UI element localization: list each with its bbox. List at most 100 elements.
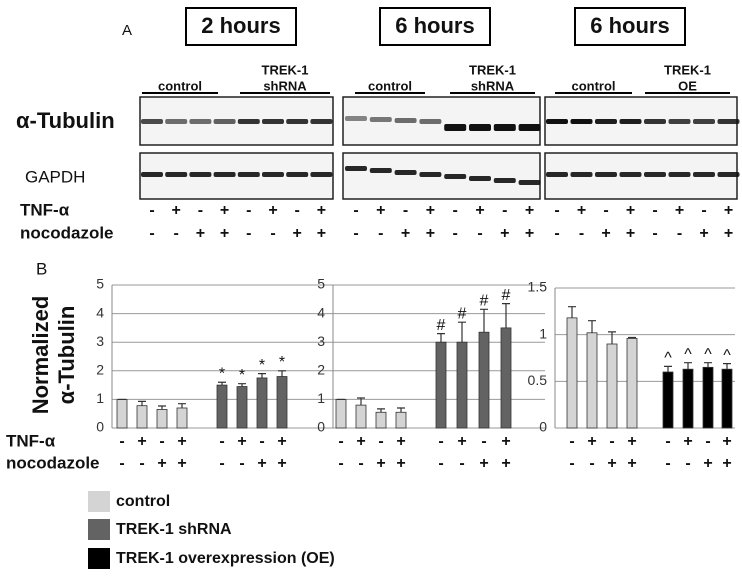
error-bar [397, 407, 405, 413]
band [469, 176, 491, 181]
band [345, 166, 367, 171]
band [189, 172, 212, 177]
treatment-sign: + [177, 433, 186, 450]
error-bar [608, 331, 616, 344]
group-label: TREK-1 [664, 62, 711, 77]
y-tick-label: 2 [317, 362, 325, 378]
bar [395, 411, 407, 429]
treatment-sign: - [554, 225, 559, 242]
series: control [566, 306, 638, 429]
treatment-sign: - [338, 455, 343, 472]
treatment-sign: - [198, 202, 203, 219]
band [595, 119, 617, 124]
treatment-sign: - [705, 433, 710, 450]
bar [702, 366, 714, 429]
treatment-sign: - [589, 455, 594, 472]
treatment-sign: - [481, 433, 486, 450]
band [286, 119, 309, 124]
band [668, 119, 691, 124]
treatment-sign: - [438, 455, 443, 472]
bar [478, 331, 490, 429]
bar [355, 404, 367, 429]
treatment-sign: - [453, 225, 458, 242]
treatment-sign: + [426, 225, 435, 242]
y-tick-label: 5 [317, 276, 325, 292]
treatment-sign: + [376, 202, 385, 219]
treatment-sign: - [453, 202, 458, 219]
annotation: * [219, 365, 225, 382]
band [595, 172, 617, 177]
legend-label: TREK-1 overexpression (OE) [116, 550, 335, 567]
treatment-sign: - [603, 202, 608, 219]
band [546, 172, 568, 177]
error-bar [628, 336, 636, 339]
header-box [574, 7, 686, 46]
y-tick-label: 4 [317, 304, 325, 320]
band [693, 119, 715, 124]
band [717, 119, 740, 124]
treatment-sign: + [396, 433, 405, 450]
band [345, 116, 367, 121]
treatment-sign: + [401, 225, 410, 242]
bar [156, 409, 168, 429]
treatment-sign: + [587, 433, 596, 450]
band [419, 119, 442, 124]
band [518, 180, 541, 185]
y-axis-label: α-Tubulin [54, 306, 79, 405]
bar [176, 407, 188, 429]
band [189, 119, 212, 124]
y-tick-label: 0.5 [528, 372, 548, 388]
treatment-sign: - [353, 202, 358, 219]
y-tick-label: 3 [317, 333, 325, 349]
treatment-label: TNF-α [20, 200, 70, 219]
band [286, 172, 309, 177]
error-bar [158, 405, 166, 410]
group-label: OE [678, 78, 697, 93]
legend-swatch [88, 491, 110, 512]
time-label: 6 hours [590, 13, 669, 38]
treatment-sign: + [525, 202, 534, 219]
treatment-sign: + [722, 455, 731, 472]
treatment-sign: - [353, 225, 358, 242]
treatment-sign: + [137, 433, 146, 450]
treatment-sign: - [579, 225, 584, 242]
treatment-sign: + [277, 455, 286, 472]
series: TREK-1 shRNA* ** * [216, 354, 288, 429]
error-bar [568, 306, 576, 318]
treatment-sign: - [403, 202, 408, 219]
band [262, 119, 284, 124]
bar [116, 398, 128, 429]
treatment-sign: - [119, 433, 124, 450]
treatment-sign: - [665, 455, 670, 472]
treatment-sign: - [239, 455, 244, 472]
band [213, 119, 236, 124]
band [644, 172, 666, 177]
band [262, 172, 284, 177]
treatment-sign: - [378, 433, 383, 450]
treatment-sign: + [293, 225, 302, 242]
error-bar [218, 381, 226, 386]
treatment-sign: + [675, 202, 684, 219]
treatment-sign: + [457, 433, 466, 450]
annotation: ^ [704, 346, 712, 363]
treatment-sign: - [652, 225, 657, 242]
treatment-sign: + [277, 433, 286, 450]
treatment-sign: + [699, 225, 708, 242]
treatment-sign: + [724, 225, 733, 242]
band [469, 124, 491, 131]
annotation: ^ [684, 346, 692, 363]
treatment-sign: + [626, 202, 635, 219]
treatment-sign: + [157, 455, 166, 472]
y-tick-label: 0 [539, 419, 547, 435]
band [444, 174, 467, 179]
treatment-sign: - [219, 433, 224, 450]
error-bar [377, 408, 385, 413]
row-label: α-Tubulin [16, 108, 115, 133]
error-bar [458, 321, 466, 343]
panel-label: A [122, 22, 132, 39]
treatment-sign: + [396, 455, 405, 472]
group-label: control [158, 78, 202, 93]
group-label: control [368, 78, 412, 93]
treatment-label: nocodazole [20, 223, 114, 242]
band [693, 172, 715, 177]
